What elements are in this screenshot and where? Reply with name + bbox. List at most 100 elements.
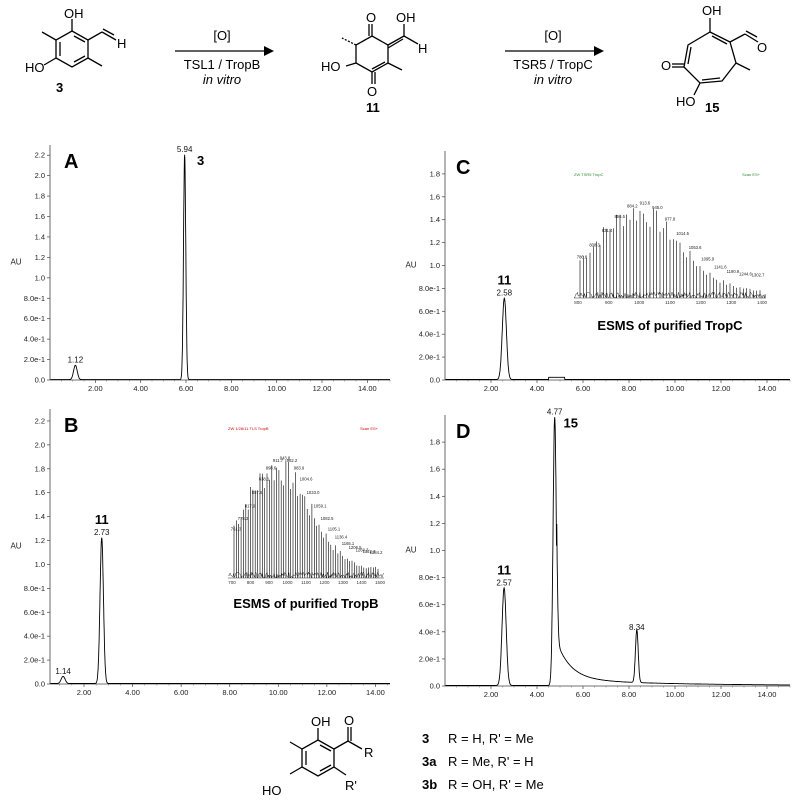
y-tick-label: 4.0e-1 — [419, 330, 440, 339]
ms-baseline-noise — [227, 571, 384, 579]
ms-peak-label: 977.8 — [665, 217, 676, 222]
structure-11 — [341, 24, 419, 84]
y-tick-label: 8.0e-1 — [419, 573, 440, 582]
x-tick-label: 14.00 — [358, 384, 377, 393]
y-tick-label: 2.2 — [35, 416, 45, 425]
legend-row: 3b R = OH, R' = Me — [422, 777, 544, 792]
ms-tick-label: 900 — [265, 580, 273, 585]
y-tick-label: 1.2 — [430, 238, 440, 247]
y-tick-label: 1.8 — [35, 192, 45, 201]
ms-peak-label: 1136.4 — [335, 535, 348, 540]
chromatogram-trace — [50, 537, 390, 684]
peak-compound-label: 11 — [95, 512, 109, 527]
legend-structure — [289, 727, 363, 777]
y-tick-label: 6.0e-1 — [419, 307, 440, 316]
ms-tick-label: 1100 — [665, 300, 675, 305]
y-tick-label: 2.2 — [35, 151, 45, 160]
y-tick-label: 6.0e-1 — [24, 314, 45, 323]
ms-tick-label: 700 — [228, 580, 236, 585]
y-tick-label: 2.0e-1 — [419, 654, 440, 663]
legend-row: 3a R = Me, R' = H — [422, 754, 534, 769]
ms-tick-label: 800 — [247, 580, 255, 585]
esms-inset-tropb: ZW 1/28/11 TLS TropB Scan ES+ 761.3 778.3… — [226, 424, 386, 585]
y-tick-label: 1.0 — [35, 273, 45, 282]
ms-tick-label: 1000 — [634, 300, 645, 305]
x-tick-label: 2.00 — [484, 690, 499, 699]
x-tick-label: 10.00 — [269, 688, 288, 697]
peak-rt-label: 1.12 — [68, 356, 84, 365]
x-tick-label: 4.00 — [530, 690, 545, 699]
x-tick-label: 6.00 — [576, 384, 591, 393]
y-axis-label: AU — [10, 542, 21, 551]
reaction-arrow-1 — [175, 46, 274, 56]
ms-peak-label: 1105.1 — [328, 526, 341, 531]
y-axis-label: AU — [10, 258, 21, 267]
ms-peak-label: 1033.0 — [307, 490, 320, 495]
y-tick-label: 4.0e-1 — [24, 335, 45, 344]
structure-15 — [672, 18, 759, 96]
chromatogram-panel-b: B 0.0 2.0e-1 4.0e-1 6.0e-1 8.0e-1 1.0 1.2 1.4 1.… — [10, 409, 390, 697]
inset-header: ZW 1/28/11 TLS TropB — [228, 426, 269, 431]
arrow1-condition: in vitro — [203, 72, 241, 87]
y-tick-label: 1.0 — [430, 261, 440, 270]
atom-label: HO — [25, 60, 45, 75]
ms-peak-label: 943.8 — [280, 456, 291, 461]
ms-peak-label: 838.1 — [259, 477, 270, 482]
legend-compound-id: 3b — [422, 777, 437, 792]
x-tick-label: 4.00 — [125, 688, 140, 697]
peak-compound-label: 3 — [197, 153, 204, 168]
arrow2-oxidant: [O] — [544, 28, 561, 43]
substrate-legend: OH O R HO R' 3 R = H, R' = Me 3a R = Me,… — [262, 713, 544, 798]
x-tick-label: 12.00 — [317, 688, 336, 697]
y-tick-label: 1.4 — [430, 492, 440, 501]
compound-label-11: 11 — [366, 100, 380, 115]
y-tick-label: 1.4 — [35, 512, 45, 521]
x-tick-label: 2.00 — [484, 384, 499, 393]
atom-label: R' — [345, 778, 357, 793]
y-tick-label: 1.8 — [430, 169, 440, 178]
x-tick-label: 2.00 — [77, 688, 92, 697]
y-tick-label: 0.0 — [35, 376, 45, 385]
x-tick-label: 14.00 — [758, 690, 777, 699]
y-tick-label: 1.8 — [35, 464, 45, 473]
ms-tick-label: 800 — [574, 300, 582, 305]
y-tick-label: 1.6 — [35, 212, 45, 221]
ms-tick-label: 1300 — [338, 580, 349, 585]
legend-substituents: R = H, R' = Me — [448, 731, 534, 746]
y-axis-label: AU — [405, 546, 416, 555]
peak-rt-label: 5.94 — [177, 145, 193, 154]
ms-tick-label: 1500 — [375, 580, 386, 585]
atom-label: O — [344, 713, 354, 728]
ms-peak-label: 831.4 — [602, 228, 613, 233]
atom-label: H — [117, 36, 126, 51]
y-tick-label: 1.6 — [430, 192, 440, 201]
x-tick-label: 6.00 — [576, 690, 591, 699]
chromatogram-trace — [445, 417, 790, 686]
peak-rt-label: 2.57 — [496, 578, 512, 587]
ms-peak-label: 884.2 — [627, 204, 638, 209]
ms-peak-label: 1190.9 — [727, 269, 740, 274]
atom-label: HO — [676, 94, 696, 109]
y-tick-label: 4.0e-1 — [24, 632, 45, 641]
ms-peak-label: 786.8 — [577, 255, 588, 260]
esms-inset-tropc: ZW TSR5 TropC Scan ES+ 786.8 808.3 831.4 85… — [572, 170, 768, 306]
structure-3 — [41, 19, 117, 68]
peak-rt-label: 2.58 — [497, 289, 513, 298]
y-tick-label: 8.0e-1 — [419, 284, 440, 293]
atom-label: OH — [702, 3, 722, 18]
ms-peak-label: 1059.1 — [314, 503, 327, 508]
atom-label: HO — [262, 783, 282, 798]
compound-label-15: 15 — [705, 100, 719, 115]
y-tick-label: 8.0e-1 — [24, 584, 45, 593]
ms-tick-label: 1400 — [757, 300, 768, 305]
ms-tick-label: 1100 — [301, 580, 311, 585]
ms-peak-label: 808.3 — [589, 243, 600, 248]
ms-peak-label: 1053.6 — [689, 245, 702, 250]
legend-compound-id: 3a — [422, 754, 437, 769]
compound-label-3: 3 — [56, 80, 63, 95]
arrow1-enzyme: TSL1 / TropB — [184, 57, 261, 72]
arrow2-condition: in vitro — [534, 72, 572, 87]
legend-substituents: R = Me, R' = H — [448, 754, 534, 769]
ms-peak-label: 1244.6 — [739, 272, 752, 277]
